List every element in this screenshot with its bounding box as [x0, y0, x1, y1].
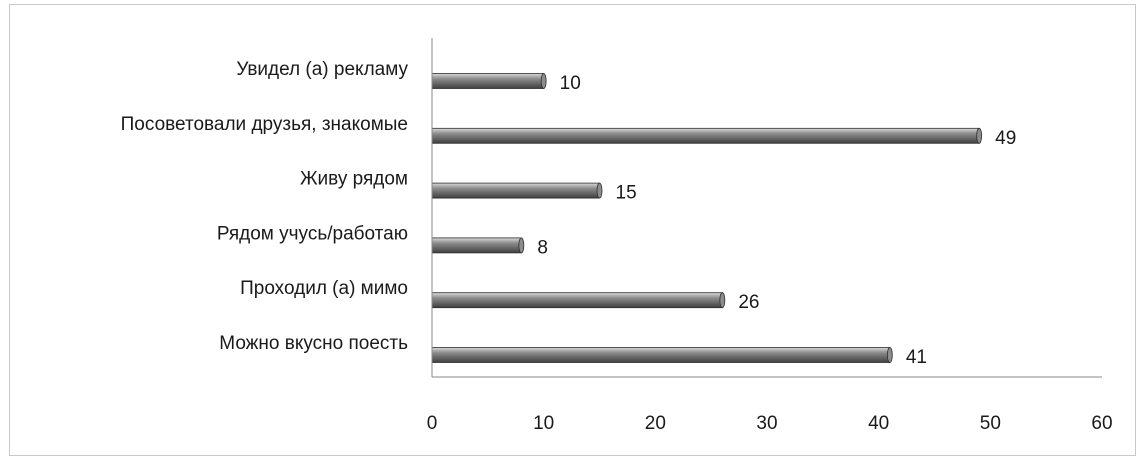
data-label-4: 26 [738, 292, 759, 313]
bar-5 [431, 347, 891, 363]
bar-cap-5 [886, 347, 893, 363]
x-tick-label-2: 20 [645, 413, 666, 434]
bar-cap-4 [719, 292, 726, 309]
bar-2 [431, 182, 600, 199]
x-tick-labels: 0 10 20 30 40 50 60 [427, 413, 1113, 434]
bar-cap-0 [540, 73, 547, 89]
bar-cap-2 [596, 182, 603, 199]
bars-layer [431, 73, 983, 363]
category-label-1: Посоветовали друзья, знакомые [121, 114, 408, 135]
x-tick-label-0: 0 [427, 413, 438, 434]
chart-frame [9, 4, 1136, 456]
labels-layer: Увидел (а) рекламу 10 Посоветовали друзья,… [121, 59, 1017, 368]
data-label-3: 8 [537, 237, 548, 258]
x-tick-label-6: 60 [1091, 413, 1112, 434]
x-tick-label-5: 50 [980, 413, 1001, 434]
data-label-1: 49 [995, 128, 1016, 149]
x-tick-label-4: 40 [868, 413, 889, 434]
category-label-0: Увидел (а) рекламу [236, 59, 408, 80]
bar-4 [431, 292, 723, 309]
bar-cap-1 [976, 127, 983, 144]
data-label-5: 41 [906, 347, 927, 368]
bar-1 [431, 127, 980, 144]
data-label-2: 15 [616, 183, 637, 204]
data-label-0: 10 [560, 73, 581, 94]
category-label-4: Проходил (а) мимо [240, 278, 408, 299]
x-tick-label-3: 30 [756, 413, 777, 434]
category-label-5: Можно вкусно поесть [219, 333, 408, 354]
category-label-2: Живу рядом [300, 169, 408, 190]
bar-cap-3 [518, 237, 525, 254]
x-tick-label-1: 10 [533, 413, 554, 434]
bar-3 [431, 237, 522, 254]
category-label-3: Рядом учусь/работаю [217, 223, 408, 244]
bar-0 [431, 73, 545, 89]
